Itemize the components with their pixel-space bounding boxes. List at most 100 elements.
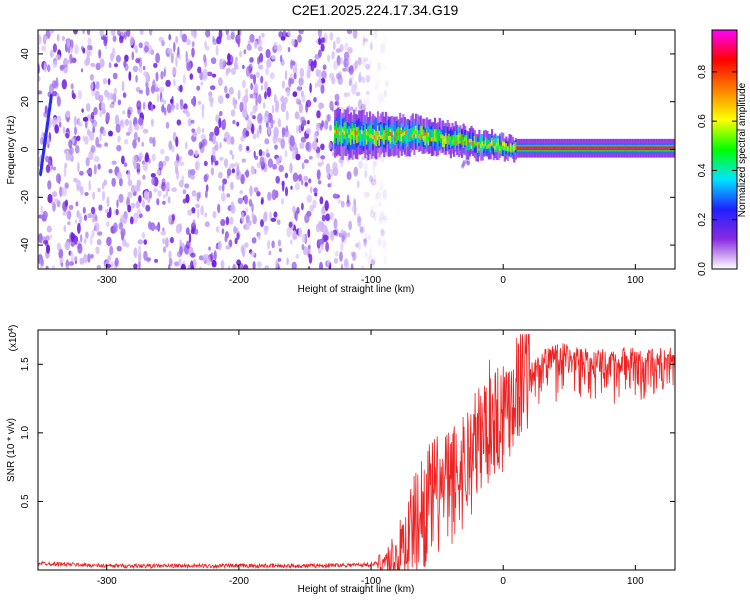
spectrogram-noise-cell xyxy=(320,43,325,52)
spectrogram-signal-cell xyxy=(484,142,487,147)
spectrogram-noise-cell xyxy=(316,110,321,119)
spectrogram-noise-cell xyxy=(55,77,59,87)
spectrogram-noise-cell xyxy=(250,82,254,91)
spectrogram-noise-cell xyxy=(342,67,348,72)
spectrogram-noise-cell xyxy=(212,134,216,141)
spectrogram-noise-cell xyxy=(96,238,102,246)
spectrogram-signal-cell xyxy=(667,146,670,151)
spectrogram-noise-cell xyxy=(383,89,387,98)
spectrogram-noise-cell xyxy=(138,64,143,73)
spectrogram-signal-cell xyxy=(472,142,475,146)
snr-x-tick-label: 100 xyxy=(627,576,644,587)
spectrogram-noise-cell xyxy=(108,130,113,137)
spectrogram-signal-cell xyxy=(516,146,519,151)
spectrogram-signal-cell xyxy=(392,131,395,136)
spectrogram-noise-cell xyxy=(174,160,180,167)
spectrogram-signal-cell xyxy=(537,146,540,151)
spectrogram-noise-cell xyxy=(331,107,334,112)
spectrogram-noise-cell xyxy=(268,250,272,256)
spectrogram-noise-cell xyxy=(85,231,89,239)
spectrogram-noise-cell xyxy=(230,109,236,117)
spectrogram-noise-cell xyxy=(337,199,342,204)
spectrogram-noise-cell xyxy=(168,258,173,267)
spectrogram-noise-cell xyxy=(175,224,181,234)
spectrogram-noise-cell xyxy=(84,58,90,67)
spectrogram-noise-cell xyxy=(301,162,305,170)
spectrogram-noise-cell xyxy=(82,47,86,54)
spectrogram-noise-cell xyxy=(343,58,349,68)
spectrogram-noise-cell xyxy=(75,201,79,207)
spectrogram-noise-cell xyxy=(291,151,296,160)
spectrogram-noise-cell xyxy=(127,109,131,119)
spectrogram-signal-cell xyxy=(502,141,505,146)
spectrogram-noise-cell xyxy=(88,180,91,192)
spectrogram-noise-cell xyxy=(156,93,160,103)
spectrogram-noise-cell xyxy=(142,128,149,134)
spectrogram-signal-cell xyxy=(343,122,346,139)
spectrogram-noise-cell xyxy=(129,36,134,46)
spectrogram-signal-cell xyxy=(508,144,511,152)
spectrogram-x-tick-label: -300 xyxy=(97,275,117,286)
spectrogram-noise-cell xyxy=(287,46,291,53)
spectrogram-signal-cell xyxy=(426,130,429,135)
spectrogram-noise-cell xyxy=(183,103,188,111)
spectrogram-noise-cell xyxy=(121,155,125,165)
spectrogram-noise-cell xyxy=(335,250,339,257)
spectrogram-noise-cell xyxy=(120,214,124,223)
spectrogram-noise-cell xyxy=(83,214,88,221)
spectrogram-signal-cell xyxy=(562,146,565,151)
spectrogram-noise-cell xyxy=(66,38,71,48)
snr-x-tick-label: 0 xyxy=(500,576,506,587)
spectrogram-noise-cell xyxy=(332,161,338,171)
spectrogram-signal-cell xyxy=(383,130,386,145)
spectrogram-noise-cell xyxy=(382,240,386,249)
spectrogram-noise-cell xyxy=(168,140,173,151)
spectrogram-noise-cell xyxy=(271,104,275,114)
spectrogram-noise-cell xyxy=(98,49,102,59)
spectrogram-noise-cell xyxy=(252,261,256,269)
spectrogram-signal-cell xyxy=(484,137,487,147)
spectrogram-signal-cell xyxy=(392,130,395,145)
spectrogram-noise-cell xyxy=(249,73,254,80)
spectrogram-signal-cell xyxy=(337,132,340,136)
snr-x-tick-label: -200 xyxy=(229,576,249,587)
spectrogram-noise-cell xyxy=(289,78,295,85)
spectrogram-signal-cell xyxy=(375,131,378,147)
spectrogram-signal-cell xyxy=(356,127,359,144)
spectrogram-y-tick-label: -40 xyxy=(20,237,31,252)
spectrogram-noise-cell xyxy=(77,243,83,254)
spectrogram-noise-cell xyxy=(200,205,205,216)
spectrogram-noise-cell xyxy=(69,251,74,257)
spectrogram-signal-cell xyxy=(419,126,422,139)
spectrogram-noise-cell xyxy=(90,235,93,246)
colorbar: 0.0 0.2 0.4 0.6 0.8 Normalized spectral ampl… xyxy=(697,29,748,276)
spectrogram-noise-cell xyxy=(212,211,217,219)
spectrogram-noise-cell xyxy=(378,186,383,192)
spectrogram-noise-cell xyxy=(128,71,132,81)
spectrogram-noise-cell xyxy=(201,109,205,119)
spectrogram-noise-cell xyxy=(168,250,172,261)
spectrogram-noise-cell xyxy=(109,103,115,109)
spectrogram-signal-cell xyxy=(357,131,360,136)
spectrogram-noise-cell xyxy=(191,128,196,133)
spectrogram-noise-cell xyxy=(176,119,182,126)
spectrogram-noise-cell xyxy=(333,60,338,71)
spectrogram-noise-cell xyxy=(87,44,92,50)
spectrogram-signal-cell xyxy=(525,146,529,151)
spectrogram-noise-cell xyxy=(245,214,250,224)
spectrogram-signal-cell xyxy=(380,135,383,139)
spectrogram-noise-cell xyxy=(157,190,162,197)
spectrogram-noise-cell xyxy=(367,254,373,265)
spectrogram-noise-cell xyxy=(219,142,222,149)
spectrogram-noise-cell xyxy=(269,72,275,79)
spectrogram-noise-cell xyxy=(195,161,199,171)
spectrogram-noise-cell xyxy=(202,254,206,263)
spectrogram-noise-cell xyxy=(199,71,204,81)
spectrogram-noise-cell xyxy=(265,67,269,76)
spectrogram-noise-cell xyxy=(267,191,272,201)
spectrogram-signal-cell xyxy=(346,129,349,134)
spectrogram-noise-cell xyxy=(144,152,149,162)
spectrogram-noise-cell xyxy=(280,138,286,150)
spectrogram-noise-cell xyxy=(185,227,190,236)
spectrogram-noise-cell xyxy=(353,251,357,261)
